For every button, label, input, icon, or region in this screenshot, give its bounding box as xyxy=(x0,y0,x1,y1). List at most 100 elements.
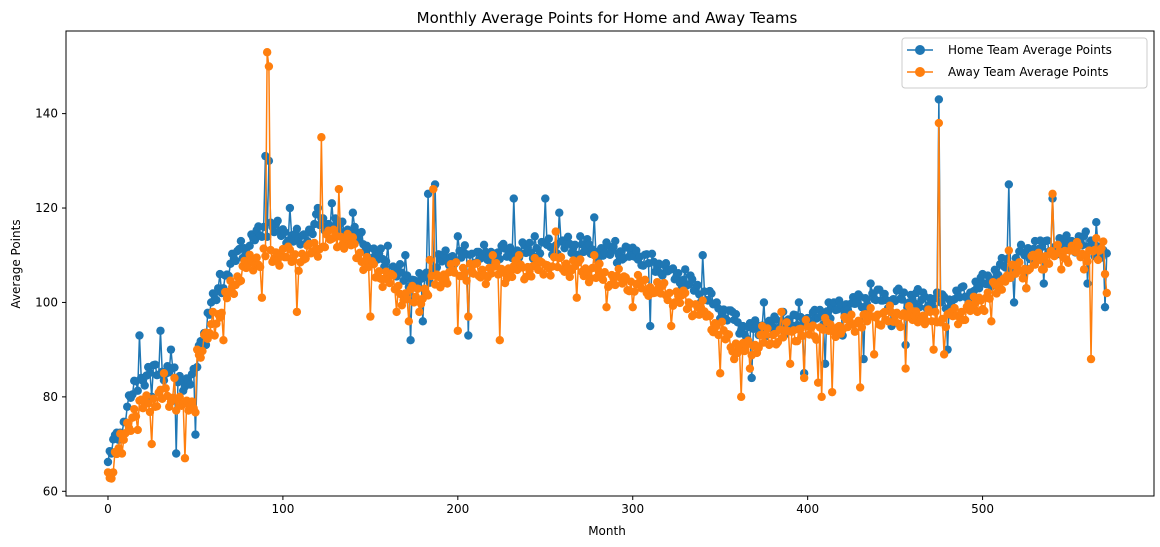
data-point xyxy=(997,285,1007,294)
chart-title: Monthly Average Points for Home and Away… xyxy=(417,9,798,27)
data-point xyxy=(724,330,734,339)
data-point xyxy=(425,255,435,265)
data-point xyxy=(198,346,207,356)
data-point xyxy=(488,251,497,260)
data-point xyxy=(1079,265,1089,274)
data-point xyxy=(630,287,639,296)
data-point xyxy=(460,268,470,278)
data-point xyxy=(145,407,155,417)
data-point xyxy=(854,316,863,326)
data-point xyxy=(152,402,162,411)
data-point xyxy=(931,307,940,317)
data-point xyxy=(245,241,254,250)
data-point xyxy=(1062,231,1071,240)
data-point xyxy=(231,256,240,266)
legend: Home Team Average Points Away Team Avera… xyxy=(901,37,1148,89)
data-point xyxy=(1018,274,1028,283)
data-point xyxy=(866,303,875,313)
data-point xyxy=(546,271,555,280)
data-point xyxy=(388,271,398,280)
data-point xyxy=(261,251,270,261)
data-point xyxy=(576,232,585,241)
data-point xyxy=(960,315,970,325)
data-point xyxy=(1071,247,1080,257)
data-point xyxy=(551,227,560,236)
data-point xyxy=(813,378,823,387)
data-point xyxy=(736,392,746,402)
data-point xyxy=(1099,237,1108,246)
data-point xyxy=(392,307,401,317)
data-point xyxy=(754,343,763,352)
data-point xyxy=(934,95,944,104)
data-point xyxy=(530,232,539,241)
data-point xyxy=(350,239,359,249)
data-point xyxy=(273,216,282,225)
data-point xyxy=(1057,265,1066,274)
y-tick-label: 140 xyxy=(35,107,58,121)
data-point xyxy=(135,331,144,340)
data-point xyxy=(217,308,226,318)
data-point xyxy=(987,317,996,326)
data-point xyxy=(743,336,753,345)
data-point xyxy=(716,369,725,378)
data-point xyxy=(628,302,637,312)
data-point xyxy=(555,208,564,217)
data-point xyxy=(595,259,604,268)
data-point xyxy=(745,364,755,373)
data-point xyxy=(539,270,548,279)
data-point xyxy=(292,307,302,317)
data-point xyxy=(117,449,127,458)
data-point xyxy=(402,294,412,304)
data-point xyxy=(418,317,428,326)
data-point xyxy=(313,252,323,261)
data-point xyxy=(880,307,889,317)
data-point xyxy=(453,326,463,335)
data-point xyxy=(161,384,170,393)
data-point xyxy=(980,306,989,316)
data-point xyxy=(869,350,879,359)
data-point xyxy=(509,194,518,203)
data-point xyxy=(570,240,580,250)
data-point xyxy=(1034,248,1043,258)
data-point xyxy=(681,288,690,298)
data-point xyxy=(172,449,181,458)
data-point xyxy=(688,275,697,284)
data-point xyxy=(130,404,139,414)
data-point xyxy=(959,282,968,291)
data-point xyxy=(147,439,156,449)
data-point xyxy=(640,275,650,284)
data-point xyxy=(404,317,414,326)
data-point xyxy=(681,265,690,274)
data-point xyxy=(1048,189,1057,199)
data-point xyxy=(355,248,365,258)
data-point xyxy=(187,397,197,406)
data-point xyxy=(451,258,461,267)
data-point xyxy=(401,251,410,260)
data-point xyxy=(1092,234,1101,243)
data-point xyxy=(212,319,221,328)
x-tick-label: 400 xyxy=(796,502,819,516)
data-point xyxy=(381,257,391,266)
x-tick-label: 100 xyxy=(271,502,294,516)
data-point xyxy=(133,386,142,395)
data-point xyxy=(229,289,239,299)
data-point xyxy=(801,315,811,325)
data-point xyxy=(252,253,261,262)
series-home xyxy=(103,95,1111,467)
x-tick-label: 0 xyxy=(104,502,112,516)
data-point xyxy=(705,311,714,321)
data-point xyxy=(985,294,994,303)
data-point xyxy=(929,345,938,354)
data-point xyxy=(590,251,599,260)
data-point xyxy=(486,269,496,278)
data-point xyxy=(707,289,716,298)
data-point xyxy=(464,312,473,321)
data-point xyxy=(747,373,756,383)
data-point xyxy=(429,184,438,194)
data-point xyxy=(369,260,379,269)
data-point xyxy=(876,321,886,330)
data-point xyxy=(785,359,795,369)
x-tick-label: 300 xyxy=(621,502,644,516)
data-point xyxy=(632,246,641,255)
data-point xyxy=(236,236,246,246)
